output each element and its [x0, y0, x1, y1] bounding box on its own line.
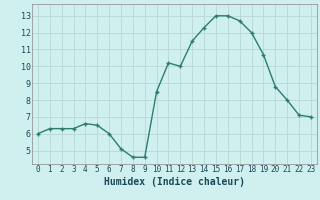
- X-axis label: Humidex (Indice chaleur): Humidex (Indice chaleur): [104, 177, 245, 187]
